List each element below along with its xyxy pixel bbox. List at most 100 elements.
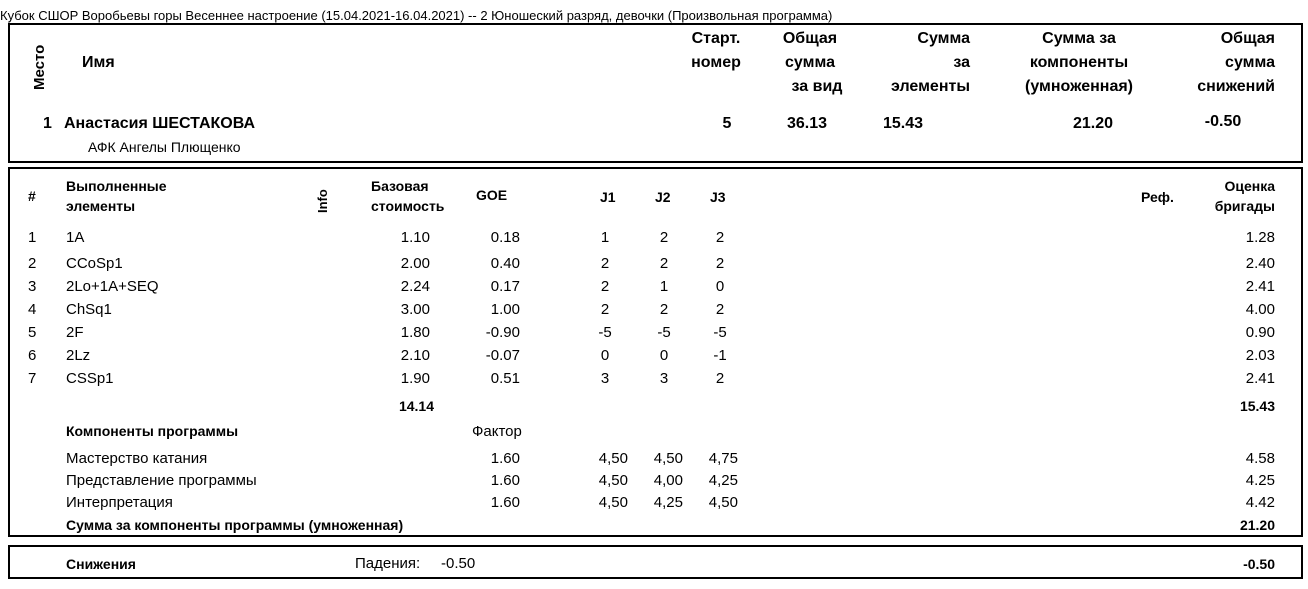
element-goe-cell: -0.07 (485, 347, 520, 364)
component-score-cell: 4.42 (1245, 494, 1275, 511)
element-j1-cell: -5 (598, 324, 612, 341)
element-num-cell: 5 (28, 324, 37, 341)
element-num-cell: 4 (28, 301, 37, 318)
col-base-line2: стоимость (371, 198, 445, 214)
falls-label: Падения: (355, 555, 421, 572)
col-j3-header: J3 (710, 189, 726, 205)
ded-header-line2: сумма (1225, 54, 1275, 71)
col-num-header: # (28, 188, 36, 204)
element-score-cell: 4.00 (1245, 301, 1275, 318)
element-score-cell: 2.40 (1245, 255, 1275, 272)
element-j2-cell: 3 (659, 370, 669, 387)
element-elem-cell: 2F (66, 324, 84, 341)
element-elem-cell: ChSq1 (66, 301, 112, 318)
element-goe-cell: 0.40 (490, 255, 520, 272)
element-base-cell: 2.00 (400, 255, 430, 272)
component-factor-cell: 1.60 (490, 472, 520, 489)
element-j1-cell: 3 (600, 370, 610, 387)
element-num-cell: 2 (28, 255, 37, 272)
component-j2-cell: 4,00 (653, 472, 683, 489)
element-score-cell: 2.03 (1245, 347, 1275, 364)
element-num-cell: 6 (28, 347, 37, 364)
component-score-header: Сумма за компоненты (умноженная) (1012, 27, 1146, 99)
element-j3-cell: 2 (715, 301, 725, 318)
element-num-cell: 7 (28, 370, 37, 387)
element-goe-cell: -0.90 (485, 324, 520, 341)
col-score-header: Оценка бригады (1185, 176, 1275, 216)
factor-header: Фактор (472, 423, 522, 440)
element-score-cell: 2.41 (1245, 370, 1275, 387)
component-j2-cell: 4,50 (653, 450, 683, 467)
start-header-line2: номер (691, 54, 741, 71)
element-base-cell: 1.10 (400, 229, 430, 246)
element-j1-cell: 2 (600, 301, 610, 318)
component-factor-cell: 1.60 (490, 450, 520, 467)
component-j1-cell: 4,50 (598, 494, 628, 511)
col-element-line2: элементы (66, 198, 136, 214)
element-elem-cell: 2Lo+1A+SEQ (66, 278, 159, 295)
component-score-cell: 4.25 (1245, 472, 1275, 489)
elements-box (8, 167, 1303, 537)
components-total-label: Сумма за компоненты программы (умноженна… (66, 517, 404, 533)
element-base-cell: 1.90 (400, 370, 430, 387)
component-score-cell: 4.58 (1245, 450, 1275, 467)
components-total: 21.20 (1239, 517, 1275, 533)
element-base-cell: 2.10 (400, 347, 430, 364)
col-score-line2: бригады (1214, 198, 1275, 214)
total-header-line1: Общая (782, 30, 838, 47)
col-ref-header: Реф. (1141, 189, 1174, 205)
component-j3-cell: 4,75 (708, 450, 738, 467)
name-header: Имя (82, 54, 115, 71)
col-info-header: Info (315, 189, 330, 213)
component-name-cell: Представление программы (66, 472, 257, 489)
skater-deductions: -0.50 (1204, 113, 1242, 130)
element-j3-cell: -1 (713, 347, 727, 364)
start-number-header: Старт. номер (676, 27, 756, 75)
element-base-cell: 3.00 (400, 301, 430, 318)
component-j1-cell: 4,50 (598, 472, 628, 489)
element-base-cell: 2.24 (400, 278, 430, 295)
element-j3-cell: 2 (715, 370, 725, 387)
element-j2-cell: 2 (659, 255, 669, 272)
element-j2-cell: -5 (657, 324, 671, 341)
ded-header-line3: снижений (1197, 78, 1275, 95)
start-header-line1: Старт. (691, 30, 741, 47)
col-j1-header: J1 (600, 189, 616, 205)
element-goe-cell: 0.51 (490, 370, 520, 387)
deductions-total: -0.50 (1243, 556, 1275, 572)
ded-header-line1: Общая (1220, 30, 1275, 47)
element-goe-cell: 0.17 (490, 278, 520, 295)
element-goe-cell: 0.18 (490, 229, 520, 246)
skater-name: Анастасия ШЕСТАКОВА (64, 115, 256, 132)
elem-header-line2: за (953, 54, 970, 71)
skater-summary-box (8, 23, 1303, 163)
element-j3-cell: 2 (715, 255, 725, 272)
skater-start-number: 5 (722, 115, 732, 132)
component-factor-cell: 1.60 (490, 494, 520, 511)
deductions-label: Снижения (66, 556, 136, 572)
element-j1-cell: 1 (600, 229, 610, 246)
element-num-cell: 1 (28, 229, 37, 246)
component-j3-cell: 4,50 (708, 494, 738, 511)
element-j3-cell: 0 (715, 278, 725, 295)
element-j1-cell: 0 (600, 347, 610, 364)
total-header-line2: сумма (785, 54, 835, 71)
deduction-header: Общая сумма снижений (1170, 27, 1275, 99)
component-j2-cell: 4,25 (653, 494, 683, 511)
component-name-cell: Интерпретация (66, 494, 173, 511)
col-j2-header: J2 (655, 189, 671, 205)
total-score-header: Общая сумма за вид (765, 27, 855, 99)
skater-club: АФК Ангелы Плющенко (88, 139, 241, 155)
element-j2-cell: 0 (659, 347, 669, 364)
element-j2-cell: 2 (659, 229, 669, 246)
skater-component-score: 21.20 (1072, 115, 1114, 132)
page-title: Кубок СШОР Воробьевы горы Весеннее настр… (0, 8, 833, 23)
col-base-line1: Базовая (371, 178, 429, 194)
component-name-cell: Мастерство катания (66, 450, 208, 467)
element-j3-cell: -5 (713, 324, 727, 341)
place-header: Место (31, 44, 48, 90)
total-header-line3: за вид (791, 78, 843, 95)
element-goe-cell: 1.00 (490, 301, 520, 318)
skater-total-score: 36.13 (786, 115, 828, 132)
element-j2-cell: 1 (659, 278, 669, 295)
